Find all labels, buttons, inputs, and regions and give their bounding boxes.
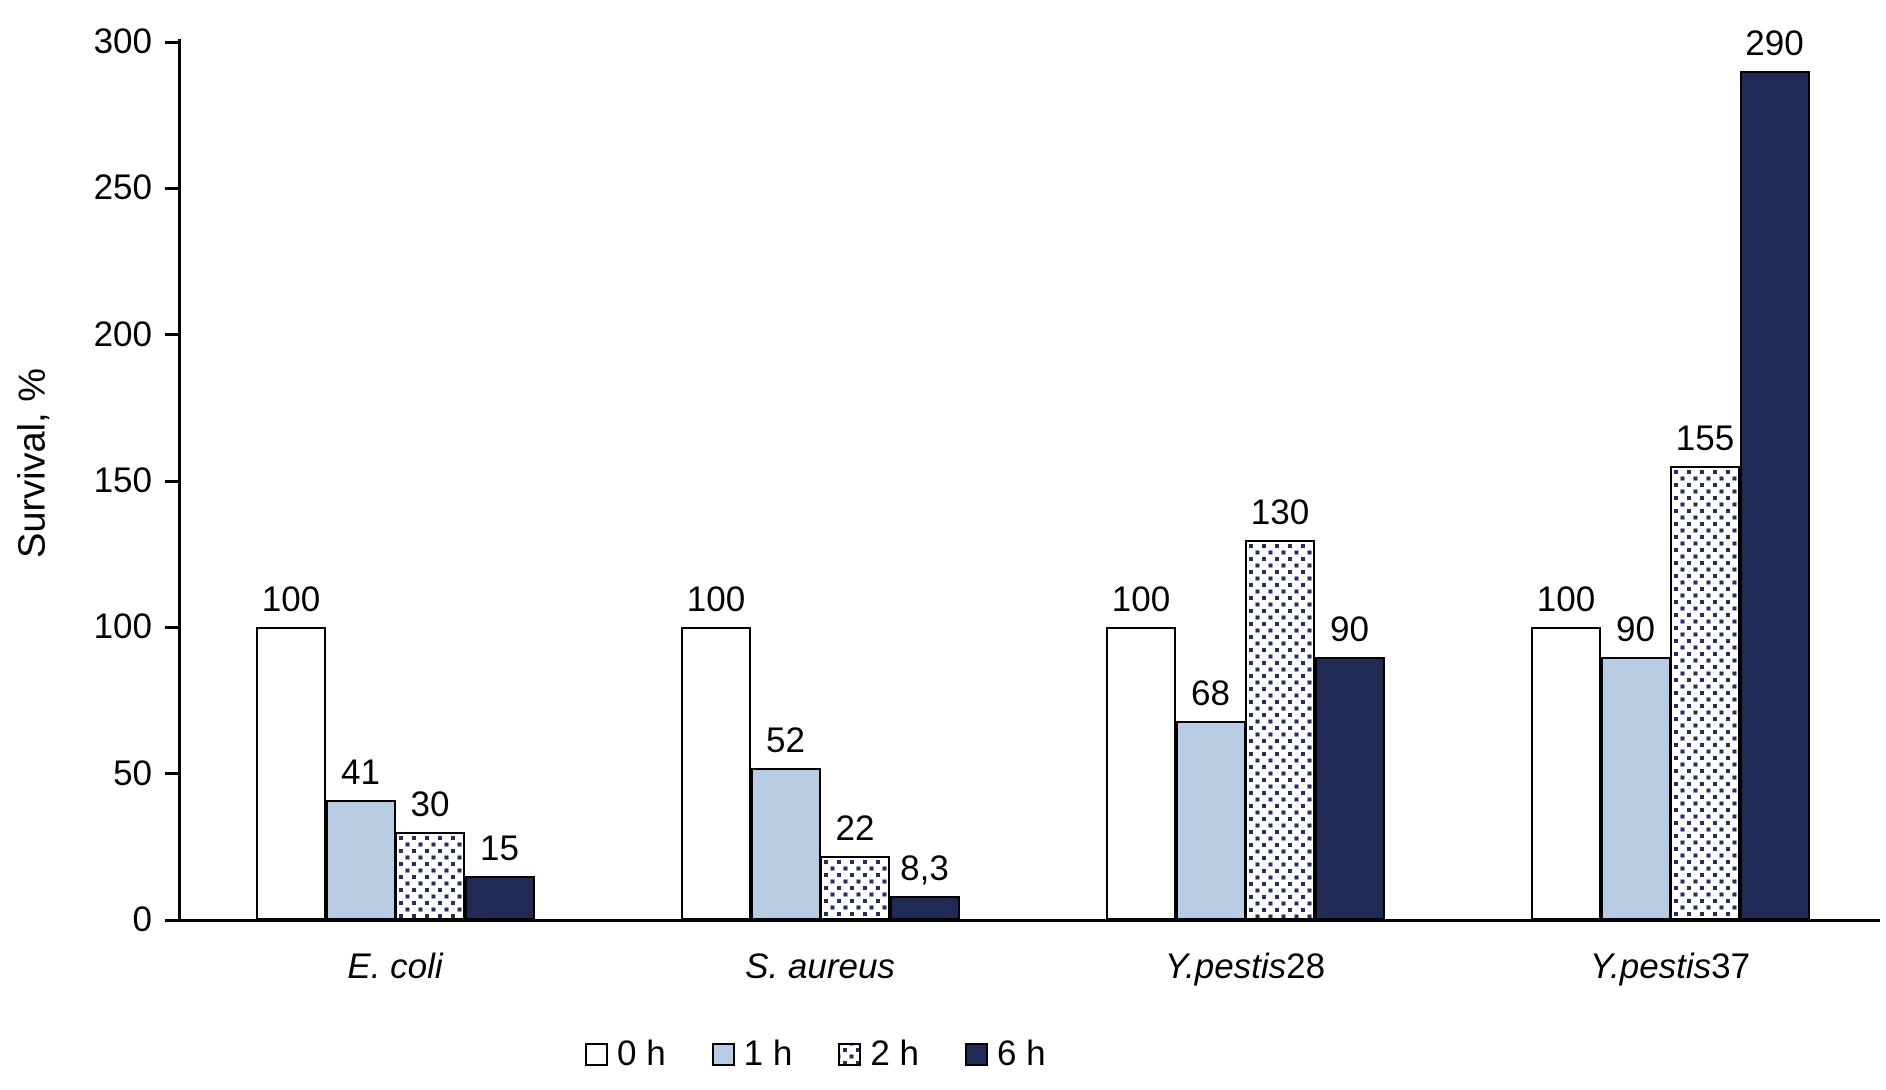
bar [750, 768, 821, 920]
bar [1245, 540, 1315, 920]
bar [464, 876, 535, 920]
legend-label: 6 h [996, 1034, 1046, 1073]
y-tick-mark [165, 333, 179, 337]
legend-label: 2 h [870, 1034, 919, 1073]
bar [1600, 657, 1671, 920]
bar-value-label: 100 [686, 580, 746, 619]
bar-value-label: 90 [1330, 610, 1369, 649]
legend-swatch [964, 1042, 988, 1066]
bar-value-label: 8,3 [900, 849, 949, 888]
y-tick-label: 150 [93, 461, 152, 500]
x-axis-line [178, 919, 1880, 922]
bar [1175, 721, 1246, 920]
bar [681, 627, 751, 920]
category-label: Y.pestis37 [1490, 948, 1850, 986]
legend-item: 1 h [711, 1034, 793, 1073]
bar [820, 856, 890, 920]
category-label-plain-part: 37 [1711, 947, 1751, 986]
bar-value-label: 30 [410, 785, 450, 824]
y-tick-mark [165, 40, 179, 44]
y-tick-label: 300 [93, 22, 152, 61]
legend-swatch [838, 1042, 862, 1066]
category-label-plain-part: 28 [1286, 947, 1326, 986]
bar [395, 832, 465, 920]
y-tick-mark [165, 772, 179, 776]
legend-label: 1 h [743, 1034, 793, 1073]
bar [1531, 627, 1601, 920]
legend-swatch [711, 1042, 735, 1066]
bar-value-label: 68 [1191, 674, 1230, 713]
bar [889, 896, 960, 920]
bar-value-label: 100 [1111, 580, 1171, 619]
legend-swatch [585, 1042, 608, 1066]
bar-value-label: 155 [1675, 419, 1735, 458]
legend-item: 6 h [964, 1034, 1046, 1073]
bar [1314, 657, 1385, 920]
y-tick-label: 50 [113, 753, 152, 793]
category-label: Y.pestis28 [1065, 948, 1425, 986]
category-label-italic-part: E. coli [347, 947, 443, 986]
y-tick-label: 100 [93, 607, 152, 647]
bar [1670, 466, 1740, 920]
y-tick-mark [165, 918, 179, 922]
bar [325, 800, 396, 920]
category-label-italic-part: S. aureus [745, 947, 895, 986]
y-tick-mark [165, 479, 179, 483]
category-label: E. coli [215, 948, 575, 986]
bar-value-label: 52 [766, 721, 805, 760]
legend: 0 h 1 h 2 h 6 h [585, 1036, 1046, 1072]
y-tick-label: 0 [132, 900, 152, 939]
y-axis-line [178, 39, 181, 921]
bar-value-label: 90 [1616, 610, 1655, 649]
y-tick-mark [165, 625, 179, 629]
bar [1739, 71, 1810, 920]
bar-value-label: 100 [261, 580, 321, 619]
legend-label: 0 h [617, 1034, 666, 1073]
bar-value-label: 100 [1536, 580, 1596, 619]
bar-value-label: 290 [1745, 24, 1804, 63]
bar [256, 627, 326, 920]
bar [1106, 627, 1176, 920]
bar-value-label: 15 [480, 829, 519, 868]
legend-item: 2 h [838, 1036, 919, 1072]
bar-value-label: 130 [1250, 493, 1310, 532]
category-label: S. aureus [640, 948, 1000, 986]
category-label-italic-part: Y.pestis [1589, 947, 1712, 986]
y-tick-label: 200 [93, 314, 152, 354]
bar-value-label: 41 [341, 753, 380, 792]
y-tick-mark [165, 186, 179, 190]
y-tick-label: 250 [93, 168, 152, 208]
bar-value-label: 22 [835, 809, 875, 848]
legend-item: 0 h [585, 1036, 666, 1072]
category-label-italic-part: Y.pestis [1164, 947, 1287, 986]
